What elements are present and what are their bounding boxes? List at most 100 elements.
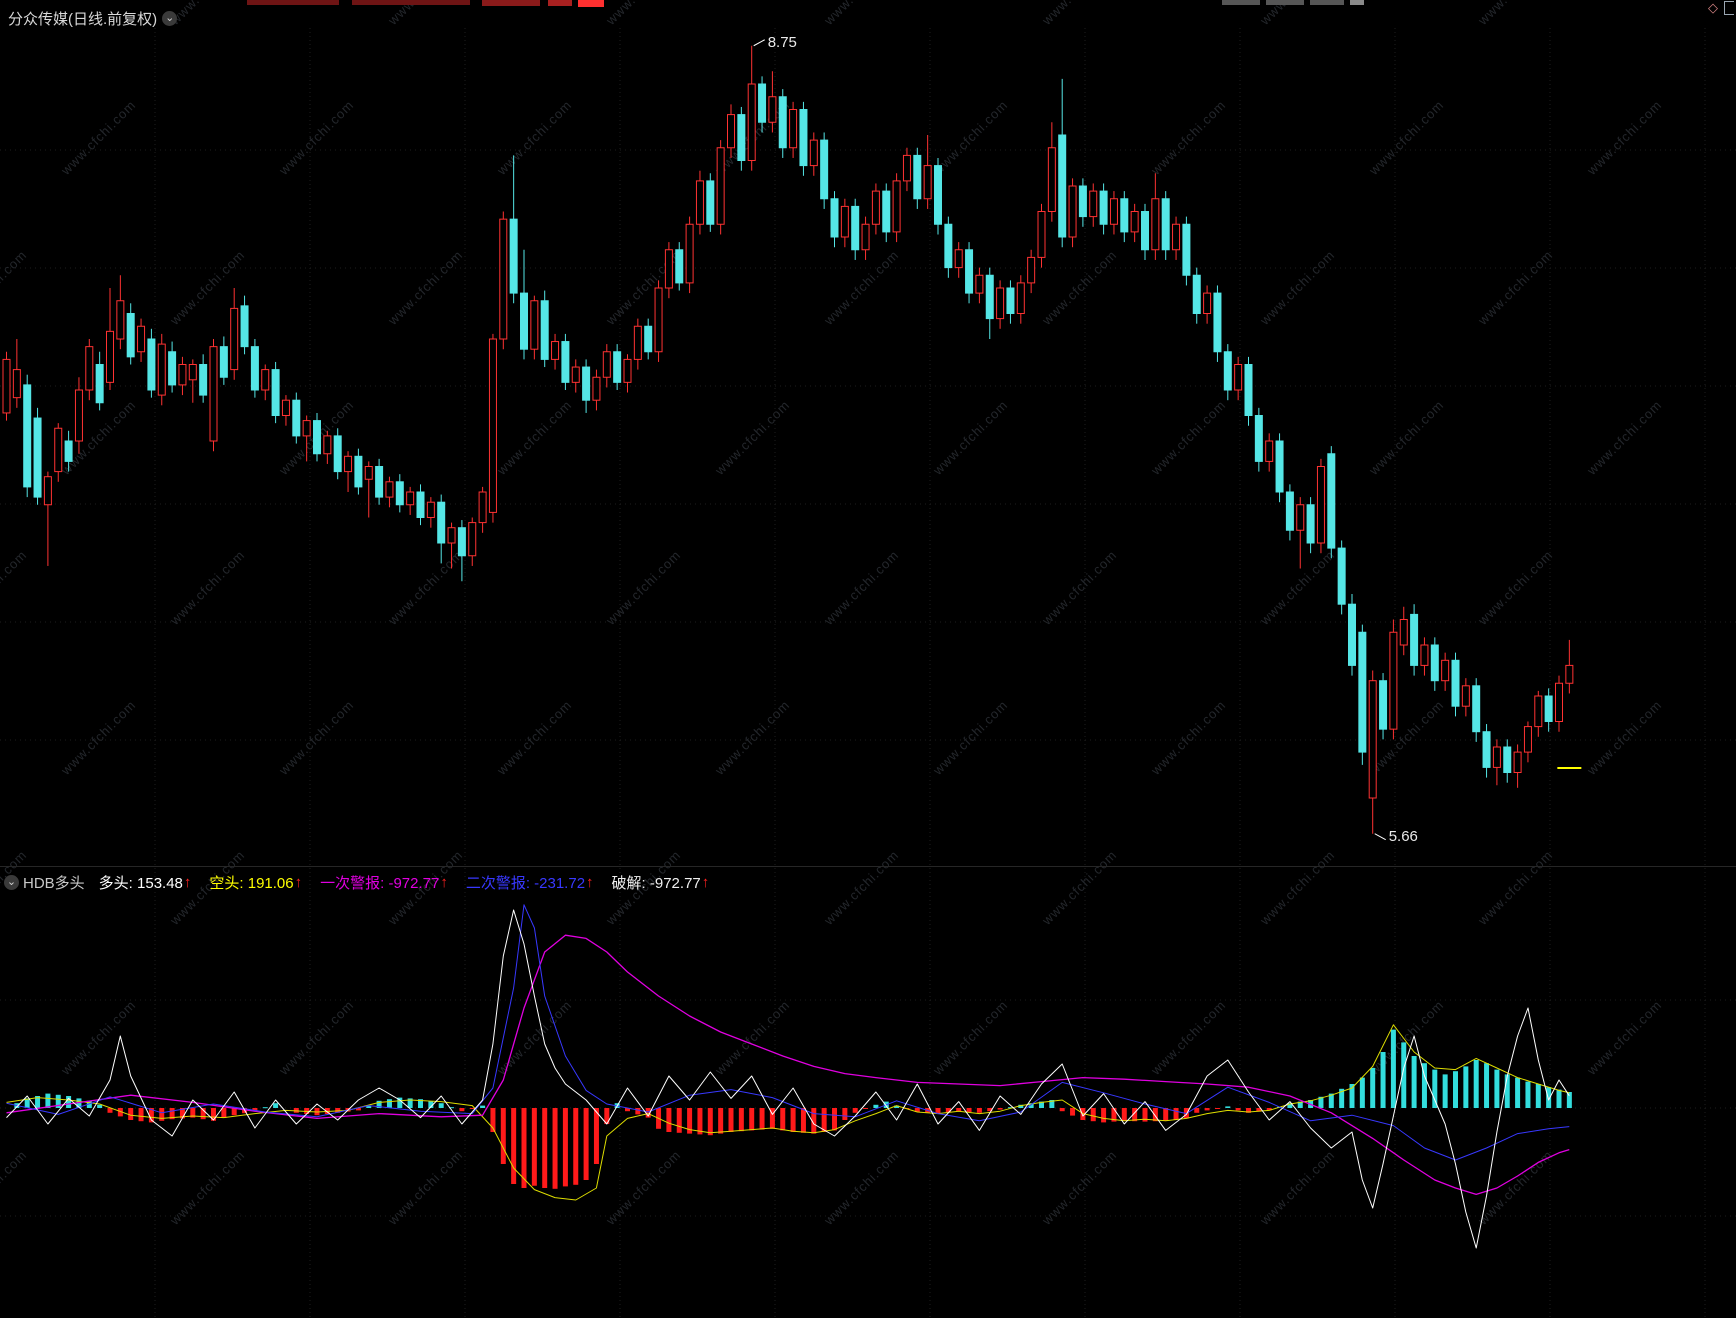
high-price-annotation: 8.75 bbox=[767, 33, 797, 51]
candle-body bbox=[706, 180, 715, 225]
hist-bar-up bbox=[1390, 1029, 1396, 1108]
candle-body bbox=[261, 369, 270, 391]
hist-bar-down bbox=[842, 1108, 848, 1120]
candle-body bbox=[406, 491, 415, 506]
hist-bar-down bbox=[511, 1108, 517, 1184]
hist-bar-down bbox=[935, 1108, 941, 1114]
title-dropdown-icon[interactable]: ⌄ bbox=[162, 11, 178, 26]
hist-bar-up bbox=[1535, 1084, 1541, 1108]
candle-body bbox=[1203, 292, 1212, 315]
hist-bar-up bbox=[273, 1103, 279, 1108]
candle-body bbox=[747, 83, 756, 161]
hist-bar-down bbox=[707, 1108, 713, 1136]
toolbar-fragment bbox=[482, 0, 540, 6]
candle-body bbox=[416, 491, 425, 518]
candle-body bbox=[809, 139, 818, 167]
candle-body bbox=[1047, 147, 1056, 212]
candle-body bbox=[1058, 134, 1067, 238]
hist-bar-up bbox=[1007, 1107, 1013, 1109]
candle-body bbox=[1482, 731, 1491, 768]
candle-body bbox=[1006, 287, 1015, 314]
hist-bar-down bbox=[697, 1108, 703, 1135]
high-tick bbox=[753, 39, 765, 47]
candle-body bbox=[395, 481, 404, 506]
diamond-icon[interactable]: ◇ bbox=[1708, 0, 1718, 15]
candle-body bbox=[520, 292, 528, 350]
candle-body bbox=[323, 435, 332, 455]
candle-body bbox=[1213, 292, 1222, 353]
indicator-name[interactable]: HDB多头 bbox=[23, 875, 85, 892]
hist-bar-down bbox=[759, 1108, 765, 1130]
candle-body bbox=[168, 351, 177, 386]
candle-body bbox=[1068, 185, 1077, 238]
hist-bar-down bbox=[562, 1108, 568, 1187]
hist-bar-up bbox=[1380, 1052, 1386, 1108]
hist-bar-down bbox=[469, 1108, 475, 1109]
chart-title-bar: 分众传媒(日线.前复权) ⌄ bbox=[8, 8, 178, 29]
candle-body bbox=[1389, 631, 1398, 730]
hist-bar-down bbox=[1152, 1108, 1158, 1122]
candle-body bbox=[675, 249, 684, 284]
candle-body bbox=[664, 249, 673, 289]
hist-bar-down bbox=[542, 1108, 548, 1188]
candle-body bbox=[1441, 659, 1450, 682]
hist-bar-down bbox=[107, 1108, 113, 1113]
hist-bar-up bbox=[1328, 1093, 1334, 1108]
candle-body bbox=[240, 305, 249, 348]
hist-bar-up bbox=[1318, 1096, 1324, 1108]
hist-bar-down bbox=[956, 1108, 962, 1112]
candle-body bbox=[157, 343, 166, 396]
square-icon[interactable] bbox=[1724, 1, 1734, 15]
candle-body bbox=[1534, 695, 1543, 728]
hist-bar-up bbox=[97, 1104, 103, 1108]
hist-bar-down bbox=[128, 1108, 134, 1120]
candle-body bbox=[302, 420, 311, 437]
indicator-item: 一次警报: -972.77 ↑ bbox=[320, 874, 448, 892]
hist-bar-down bbox=[1059, 1108, 1065, 1112]
toolbar-fragment bbox=[1266, 0, 1304, 5]
candle-body bbox=[789, 109, 798, 149]
candle-body bbox=[540, 300, 549, 360]
hist-bar-down bbox=[552, 1108, 558, 1189]
candle-body bbox=[840, 205, 849, 238]
up-arrow-icon: ↑ bbox=[586, 874, 594, 891]
candle-body bbox=[364, 466, 373, 480]
candle-body bbox=[2, 358, 11, 414]
hist-bar-down bbox=[645, 1108, 651, 1118]
candle-body bbox=[333, 435, 342, 473]
candle-body bbox=[954, 249, 963, 269]
candle-body bbox=[281, 399, 290, 417]
hist-bar-down bbox=[852, 1108, 858, 1113]
candle-body bbox=[1399, 619, 1408, 646]
candle-body bbox=[106, 330, 114, 383]
price-marker-dash bbox=[1557, 767, 1582, 769]
hist-bar-down bbox=[780, 1108, 786, 1131]
hist-bar-down bbox=[583, 1108, 589, 1180]
hist-bar-down bbox=[687, 1108, 693, 1134]
candle-body bbox=[685, 223, 694, 284]
hist-bar-up bbox=[407, 1098, 413, 1108]
panel-divider bbox=[0, 866, 1736, 867]
hist-bar-up bbox=[1556, 1089, 1562, 1108]
candle-body bbox=[1265, 440, 1274, 462]
indicator-dropdown-icon[interactable]: ⌄ bbox=[4, 875, 19, 890]
candle-body bbox=[437, 501, 446, 544]
hist-bar-up bbox=[1525, 1081, 1531, 1108]
candle-body bbox=[1151, 198, 1160, 251]
candle-body bbox=[975, 274, 984, 294]
candle-body bbox=[1472, 685, 1481, 733]
hist-bar-up bbox=[1339, 1088, 1345, 1108]
candle-body bbox=[820, 139, 829, 200]
hist-bar-up bbox=[45, 1093, 51, 1108]
hist-bar-down bbox=[987, 1108, 993, 1112]
hist-bar-up bbox=[480, 1105, 486, 1108]
hist-bar-down bbox=[593, 1108, 599, 1164]
candle-body bbox=[426, 501, 435, 519]
candle-body bbox=[178, 364, 187, 386]
hist-bar-down bbox=[1111, 1108, 1117, 1122]
candle-body bbox=[344, 455, 353, 473]
candle-body bbox=[499, 218, 508, 340]
hist-bar-down bbox=[914, 1108, 920, 1112]
hist-bar-down bbox=[718, 1108, 724, 1134]
hist-bar-up bbox=[1515, 1077, 1521, 1108]
